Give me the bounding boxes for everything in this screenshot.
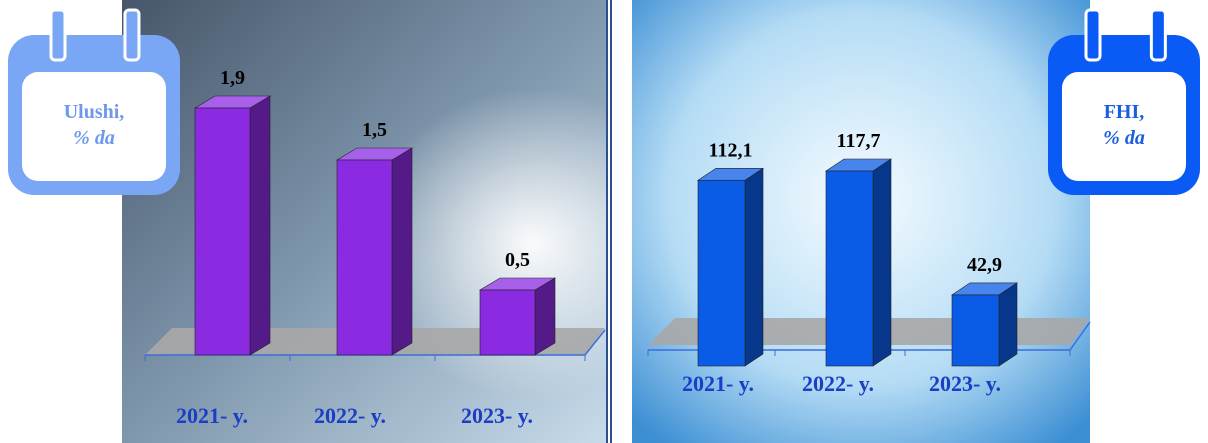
bar bbox=[194, 107, 251, 356]
calendar-label: Ulushi, bbox=[64, 101, 125, 123]
chart-right: 112,1 2021- y. 117,7 2022- y. 42,9 2023- y. FH… bbox=[647, 8, 1200, 396]
bar bbox=[479, 289, 536, 356]
value-label: 42,9 bbox=[967, 254, 1002, 276]
category-label: 2022- y. bbox=[802, 371, 874, 396]
value-label: 0,5 bbox=[505, 249, 530, 271]
value-label: 1,5 bbox=[362, 119, 387, 141]
calendar-label: % da bbox=[1103, 127, 1145, 149]
calendar-page bbox=[22, 72, 166, 181]
category-label: 2021- y. bbox=[682, 371, 754, 396]
bar bbox=[697, 179, 746, 367]
calendar-label: % da bbox=[73, 127, 115, 149]
calendar-tab bbox=[1149, 8, 1167, 62]
bar bbox=[336, 159, 393, 356]
calendar-page bbox=[1062, 72, 1186, 181]
bar-side bbox=[744, 167, 764, 367]
category-label: 2021- y. bbox=[176, 403, 248, 428]
value-label: 112,1 bbox=[709, 139, 753, 161]
category-label: 2023- y. bbox=[461, 403, 533, 428]
bar bbox=[825, 170, 874, 367]
bar-side bbox=[998, 282, 1018, 367]
calendar-label: FHI, bbox=[1104, 101, 1145, 123]
category-label: 2023- y. bbox=[929, 371, 1001, 396]
calendar-tab bbox=[1084, 8, 1102, 62]
bar-side bbox=[249, 95, 271, 356]
value-label: 1,9 bbox=[220, 67, 245, 89]
bar-side bbox=[872, 158, 892, 367]
chart-left: 1,9 2021- y. 1,5 2022- y. 0,5 2023- y. Ulushi,… bbox=[8, 8, 606, 428]
calendar-tab bbox=[49, 8, 67, 62]
category-label: 2022- y. bbox=[314, 403, 386, 428]
value-label: 117,7 bbox=[837, 130, 881, 152]
bar-side bbox=[534, 277, 556, 356]
calendar-tab bbox=[123, 8, 141, 62]
bar bbox=[951, 294, 1000, 367]
bar-side bbox=[391, 147, 413, 356]
